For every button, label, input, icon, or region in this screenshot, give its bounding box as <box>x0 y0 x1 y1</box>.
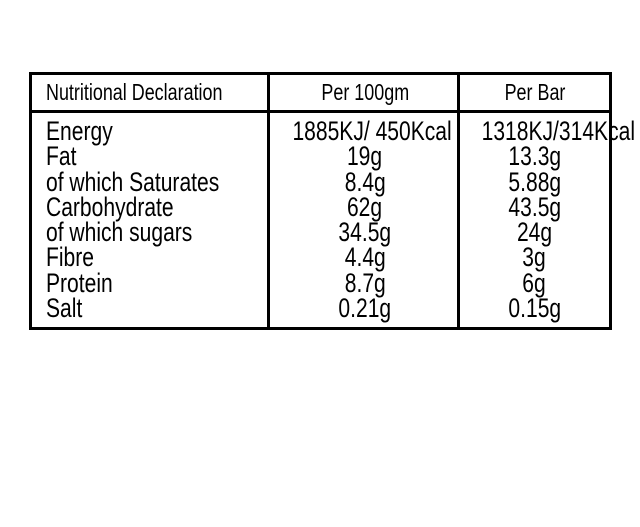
table-row: Energy <box>32 116 267 146</box>
nutrient-label: Fat <box>46 141 77 172</box>
table-row: Protein <box>32 267 267 298</box>
table-row: 43.5g <box>460 191 609 222</box>
table-row: 1885KJ/ 450Kcal <box>270 116 460 146</box>
per-100gm-column: Per 100gm 1885KJ/ 450Kcal 19g 8.4g 62g 34.5g… <box>267 75 460 327</box>
table-row: 0.21g <box>270 293 460 324</box>
table-row: of which Saturates <box>32 166 267 197</box>
table-row: 13.3g <box>460 141 609 172</box>
nutrient-label: Carbohydrate <box>46 191 174 222</box>
nutrition-table: Nutritional Declaration Energy Fat of whic… <box>29 72 635 330</box>
per-bar-value: 5.88g <box>508 166 561 197</box>
per-bar-value: 0.15g <box>508 293 561 324</box>
table-row: of which sugars <box>32 217 267 248</box>
nutrient-label: Fibre <box>46 242 94 273</box>
per-bar-value: 43.5g <box>508 191 561 222</box>
header-per-100gm: Per 100gm <box>270 75 460 113</box>
table-row: Carbohydrate <box>32 191 267 222</box>
per-100gm-value: 34.5g <box>338 217 392 248</box>
table-row: 8.4g <box>270 166 460 197</box>
nutrient-label: Protein <box>46 267 113 298</box>
table-row: 24g <box>460 217 609 248</box>
nutrient-label: Salt <box>46 293 83 324</box>
nutrient-label: of which sugars <box>46 217 193 248</box>
table-row: 0.15g <box>460 293 609 324</box>
table-row: 1318KJ/314Kcal <box>460 118 635 145</box>
per-100gm-value: 8.4g <box>344 166 386 197</box>
nutrient-column: Nutritional Declaration Energy Fat of whic… <box>32 75 267 327</box>
header-per-bar: Per Bar <box>460 75 609 113</box>
table-row: Fat <box>32 141 267 172</box>
table-row: 3g <box>460 242 609 273</box>
table-row: 5.88g <box>460 166 609 197</box>
per-bar-value: 6g <box>522 267 547 298</box>
nutrient-label: Energy <box>46 116 113 146</box>
table-row: 8.7g <box>270 267 460 298</box>
per-bar-value: 1318KJ/314Kcal <box>481 116 636 146</box>
per-100gm-value: 4.4g <box>344 242 386 273</box>
table-row: 19g <box>270 141 460 172</box>
table-row: 6g <box>460 267 609 298</box>
nutrient-label: of which Saturates <box>46 166 220 197</box>
per-bar-value: 24g <box>516 217 553 248</box>
table-row: 34.5g <box>270 217 460 248</box>
header-nutritional-declaration: Nutritional Declaration <box>32 75 267 113</box>
per-100gm-value: 19g <box>347 141 383 172</box>
per-bar-value: 13.3g <box>508 141 561 172</box>
table-row: 4.4g <box>270 242 460 273</box>
per-100gm-value: 8.7g <box>344 267 386 298</box>
per-bar-value: 3g <box>522 242 547 273</box>
per-bar-column: Per Bar 1318KJ/314Kcal 13.3g 5.88g 43.5g 24g… <box>457 75 635 327</box>
per-100gm-value: 1885KJ/ 450Kcal <box>292 116 452 146</box>
per-100gm-value: 0.21g <box>338 293 392 324</box>
table-row: 62g <box>270 191 460 222</box>
table-row: Fibre <box>32 242 267 273</box>
table-row: Salt <box>32 293 267 324</box>
per-100gm-value: 62g <box>347 191 383 222</box>
